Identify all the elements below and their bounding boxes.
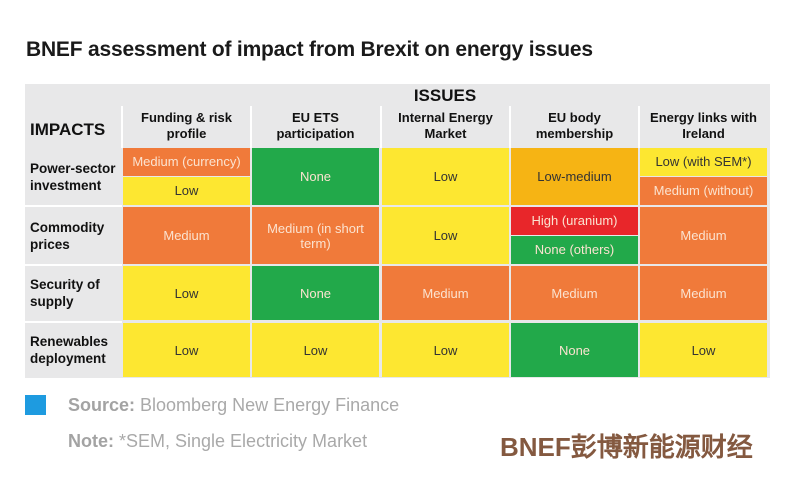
impact-cell-low: Low (with SEM*) xyxy=(640,148,767,176)
row-divider xyxy=(25,264,122,266)
impact-cell-none: None xyxy=(252,266,379,320)
impact-cell-low: Low xyxy=(252,323,379,377)
row-header: Power-sector investment xyxy=(30,160,116,193)
source-label: Source: xyxy=(68,395,136,415)
impact-cell-none: None xyxy=(511,323,638,377)
impact-cell-low: Low xyxy=(382,207,509,264)
row-divider xyxy=(25,205,122,207)
impact-cell-medium: Medium (currency) xyxy=(123,148,250,176)
source-square-icon xyxy=(25,395,46,415)
impact-cell-low: Low xyxy=(123,176,250,205)
column-divider xyxy=(121,106,123,148)
column-header: EU ETS participation xyxy=(276,110,355,141)
row-divider xyxy=(25,321,122,323)
note-line: Note: *SEM, Single Electricity Market xyxy=(68,431,367,452)
impacts-header: IMPACTS xyxy=(30,120,106,139)
impact-cell-medium: Medium (without) xyxy=(640,176,767,205)
note-text: *SEM, Single Electricity Market xyxy=(114,431,368,451)
impact-cell-low: Low xyxy=(123,266,250,320)
source-line: Source: Bloomberg New Energy Finance xyxy=(68,395,399,416)
impact-cell-medium: Medium xyxy=(511,266,638,320)
column-header: Energy links with Ireland xyxy=(650,110,757,141)
source-text: Bloomberg New Energy Finance xyxy=(135,395,400,415)
impact-cell-medium: Medium xyxy=(382,266,509,320)
impact-cell-medium: Medium xyxy=(123,207,250,264)
row-header: Security of supply xyxy=(30,277,100,309)
column-divider xyxy=(509,106,511,148)
impact-cell-none: None xyxy=(252,148,379,205)
column-header: Funding & risk profile xyxy=(141,110,232,141)
impact-cell-low: Low xyxy=(382,148,509,205)
note-label: Note: xyxy=(68,431,114,451)
impact-cell-medium: Medium (in short term) xyxy=(252,207,379,264)
column-divider xyxy=(638,106,640,148)
column-divider xyxy=(250,106,252,148)
row-header: Renewables deployment xyxy=(30,334,109,366)
impact-cell-medium: Medium xyxy=(640,266,767,320)
impact-cell-low: Low xyxy=(640,323,767,377)
watermark: BNEF彭博新能源财经 xyxy=(500,432,753,462)
chart-title: BNEF assessment of impact from Brexit on… xyxy=(26,38,593,61)
impact-cell-high: High (uranium) xyxy=(511,207,638,235)
column-header: Internal Energy Market xyxy=(398,110,493,141)
column-divider xyxy=(380,106,382,148)
issues-header: ISSUES xyxy=(413,86,477,105)
impact-cell-none: None (others) xyxy=(511,235,638,264)
row-header: Commodity prices xyxy=(30,219,105,252)
impact-cell-medium: Medium xyxy=(640,207,767,264)
impact-cell-low: Low xyxy=(382,323,509,377)
impact-cell-low-medium: Low-medium xyxy=(511,148,638,205)
column-header: EU body membership xyxy=(535,110,614,141)
impact-cell-low: Low xyxy=(123,323,250,377)
